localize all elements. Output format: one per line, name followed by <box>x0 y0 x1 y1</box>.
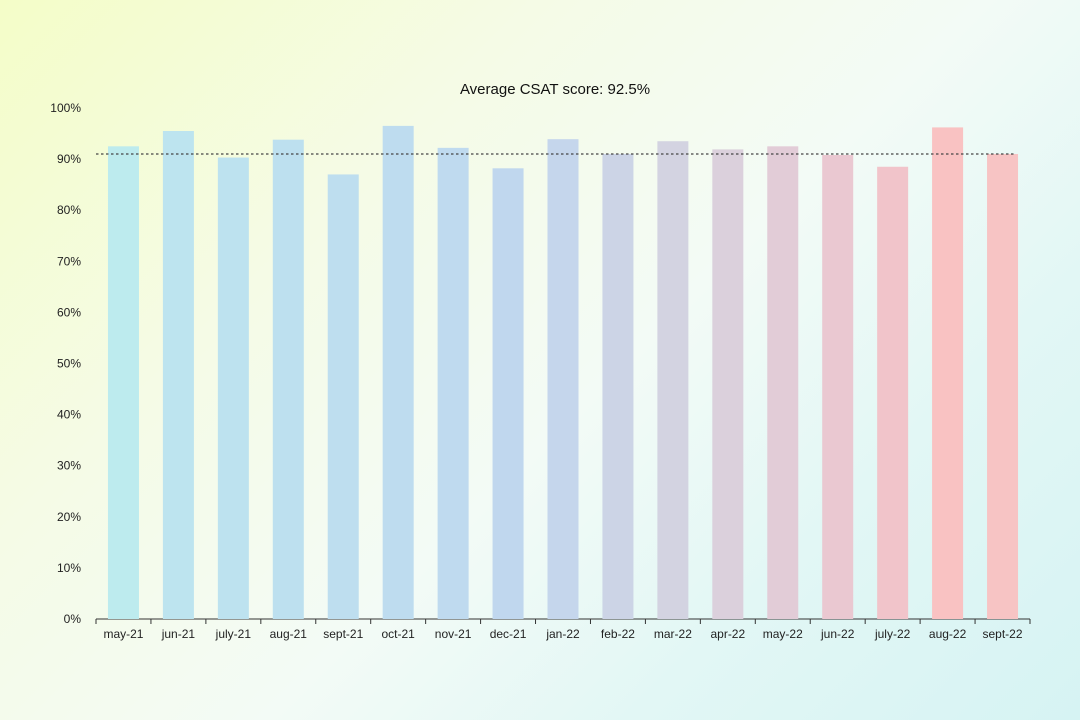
bar <box>162 130 194 619</box>
x-tick-label: dec-21 <box>490 627 527 641</box>
x-tick-label: sept-21 <box>323 627 363 641</box>
bars <box>107 125 1019 620</box>
chart-title: Average CSAT score: 92.5% <box>460 81 650 98</box>
bar <box>932 127 964 619</box>
x-tick-label: may-21 <box>103 627 143 641</box>
x-tick-label: oct-21 <box>381 627 415 641</box>
x-tick-label: july-22 <box>874 627 911 641</box>
x-tick-label: feb-22 <box>601 627 635 641</box>
x-axis-labels: may-21 jun-21 july-21 aug-21 sept-21 oct-21 no… <box>103 627 1022 641</box>
y-tick-label: 60% <box>57 305 81 319</box>
y-axis-labels: 0% 10% 20% 30% 40% 50% 60% 70% 80% 90% 100% <box>50 101 81 626</box>
x-tick-label: jun-21 <box>161 627 196 641</box>
y-tick-label: 100% <box>50 101 81 115</box>
bar <box>767 146 799 619</box>
x-tick-label: jan-22 <box>545 627 580 641</box>
x-tick-label: july-21 <box>215 627 252 641</box>
bar <box>272 139 304 619</box>
y-tick-label: 70% <box>57 254 81 268</box>
y-tick-label: 90% <box>57 152 81 166</box>
bar <box>382 125 414 619</box>
bar <box>492 168 524 619</box>
y-tick-label: 80% <box>57 203 81 217</box>
x-tick-label: jun-22 <box>820 627 855 641</box>
x-tick-label: aug-22 <box>929 627 967 641</box>
x-tick-label: mar-22 <box>654 627 692 641</box>
x-tick-label: nov-21 <box>435 627 472 641</box>
y-tick-label: 0% <box>64 612 82 626</box>
x-tick-label: apr-22 <box>710 627 745 641</box>
y-tick-label: 20% <box>57 510 81 524</box>
axes <box>95 618 1031 624</box>
bar <box>657 141 689 619</box>
y-tick-label: 30% <box>57 459 81 473</box>
y-tick-label: 40% <box>57 408 81 422</box>
bar <box>822 155 854 619</box>
x-tick-label: aug-21 <box>270 627 308 641</box>
bar <box>327 174 359 619</box>
bar <box>602 153 634 620</box>
bar <box>547 139 579 619</box>
y-tick-label: 10% <box>57 561 81 575</box>
bar <box>712 149 744 620</box>
bar <box>107 146 139 619</box>
bar <box>877 166 909 619</box>
bar <box>987 153 1019 620</box>
x-tick-label: sept-22 <box>983 627 1023 641</box>
bar <box>437 147 469 619</box>
x-tick-label: may-22 <box>763 627 803 641</box>
y-tick-label: 50% <box>57 357 81 371</box>
bar <box>217 157 249 619</box>
